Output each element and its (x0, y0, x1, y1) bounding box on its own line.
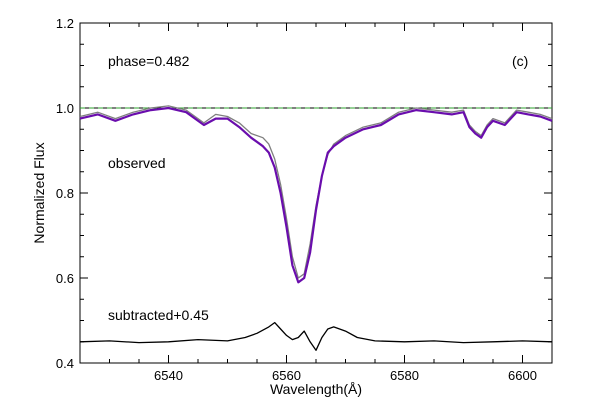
x-axis-label: Wavelength(Å) (270, 381, 362, 397)
y-axis-label: Normalized Flux (31, 142, 47, 243)
x-tick-label: 6540 (154, 368, 183, 383)
y-tick-label: 0.6 (56, 271, 74, 286)
series-line-1 (79, 106, 553, 284)
annotation-phase: phase=0.482 (108, 53, 190, 69)
y-tick-label: 0.4 (56, 356, 74, 371)
series-line-2 (79, 321, 553, 351)
series-group (79, 105, 553, 351)
annotation-panel: (c) (512, 53, 528, 69)
axis-ticks: 6540 6560 6580 6600 0.4 0.6 0.8 1.0 1.2 (56, 16, 553, 383)
x-tick-label: 6560 (272, 368, 301, 383)
y-tick-label: 1.0 (56, 101, 74, 116)
x-tick-label: 6580 (390, 368, 419, 383)
annotation-observed: observed (108, 155, 166, 171)
x-tick-label: 6600 (508, 368, 537, 383)
annotation-subtracted: subtracted+0.45 (108, 307, 209, 323)
y-tick-label: 1.2 (56, 16, 74, 31)
y-tick-label: 0.8 (56, 186, 74, 201)
series-line-0 (79, 105, 553, 279)
